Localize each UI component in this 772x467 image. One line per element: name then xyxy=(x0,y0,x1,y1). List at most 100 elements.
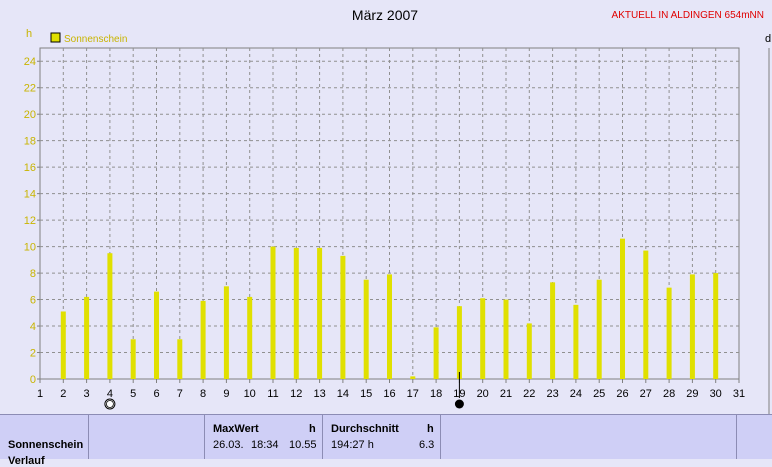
x-tick-label: 5 xyxy=(130,388,136,400)
bar xyxy=(689,274,695,379)
bar xyxy=(363,279,369,379)
bar xyxy=(60,311,66,379)
bar xyxy=(573,304,579,379)
bar xyxy=(550,282,556,379)
x-tick-label: 27 xyxy=(640,388,652,400)
y-tick-label: 24 xyxy=(24,56,36,68)
x-tick-label: 12 xyxy=(290,388,302,400)
x-tick-label: 6 xyxy=(153,388,159,400)
x-tick-label: 22 xyxy=(523,388,535,400)
legend-swatch xyxy=(50,32,61,43)
avg-header: Durchschnitt xyxy=(331,423,399,435)
bar xyxy=(107,253,113,379)
bars xyxy=(60,238,719,379)
markers xyxy=(104,372,464,410)
x-tick-label: 25 xyxy=(593,388,605,400)
max-time: 18:34 xyxy=(251,439,279,451)
x-tick-label: 15 xyxy=(360,388,372,400)
bar xyxy=(456,306,462,379)
bar xyxy=(130,339,136,379)
bar xyxy=(480,298,486,379)
y-tick-label: 6 xyxy=(30,295,36,307)
bar xyxy=(200,300,206,379)
station-label: AKTUELL IN ALDINGEN 654mNN xyxy=(612,10,764,21)
x-tick-label: 24 xyxy=(570,388,582,400)
x-tick-label: 13 xyxy=(313,388,325,400)
y-unit-label: h xyxy=(26,28,32,40)
y-tick-label: 12 xyxy=(24,215,36,227)
bar xyxy=(410,376,416,379)
y-tick-label: 18 xyxy=(24,136,36,148)
avg-total: 194:27 h xyxy=(331,439,374,451)
x-tick-label: 7 xyxy=(177,388,183,400)
x-tick-label: 21 xyxy=(500,388,512,400)
bar xyxy=(503,299,509,379)
max-header: MaxWert xyxy=(213,423,259,435)
max-unit: h xyxy=(309,423,316,435)
x-tick-label: 2 xyxy=(60,388,66,400)
x-tick-label: 9 xyxy=(223,388,229,400)
bar xyxy=(247,296,253,379)
stats-table: Sonnenschein Verlauf MaxWert h 26.03. 18… xyxy=(0,414,772,467)
bar xyxy=(223,286,229,379)
stats-col-end xyxy=(736,415,772,459)
x-tick-label: 17 xyxy=(407,388,419,400)
legend-label: Sonnenschein xyxy=(64,34,127,45)
bar xyxy=(317,247,323,379)
x-tick-label: 18 xyxy=(430,388,442,400)
bar xyxy=(270,246,276,379)
y-tick-label: 0 xyxy=(30,374,36,386)
right-axis-label: d xyxy=(765,33,771,45)
x-tick-label: 4 xyxy=(107,388,113,400)
x-tick-label: 20 xyxy=(477,388,489,400)
x-tick-label: 31 xyxy=(733,388,745,400)
y-tick-label: 20 xyxy=(24,109,36,121)
bar xyxy=(620,238,625,379)
y-tick-label: 8 xyxy=(30,268,36,280)
y-tick-label: 16 xyxy=(24,162,36,174)
avg-unit: h xyxy=(427,423,434,435)
x-tick-label: 16 xyxy=(383,388,395,400)
stats-row-label: Sonnenschein xyxy=(8,439,84,451)
stats-row-label-2: Verlauf xyxy=(8,455,45,467)
x-tick-label: 1 xyxy=(37,388,43,400)
stats-col-max: MaxWert h 26.03. 18:34 10.55 xyxy=(204,415,323,459)
full-moon-marker-inner xyxy=(106,400,114,408)
bar xyxy=(387,274,392,379)
y-tick-label: 14 xyxy=(24,189,36,201)
x-tick-label: 8 xyxy=(200,388,206,400)
bar xyxy=(293,247,299,379)
stats-col-empty xyxy=(440,415,737,459)
y-tick-label: 2 xyxy=(30,348,36,360)
x-tick-label: 26 xyxy=(616,388,628,400)
y-tick-label: 10 xyxy=(24,242,36,254)
stats-col-avg: Durchschnitt h 194:27 h 6.3 xyxy=(322,415,441,459)
y-tick-label: 22 xyxy=(24,83,36,95)
x-tick-label: 29 xyxy=(686,388,698,400)
bar xyxy=(666,287,672,379)
x-tick-label: 11 xyxy=(267,388,278,400)
max-value: 10.55 xyxy=(289,439,317,451)
chart-title: März 2007 xyxy=(352,7,418,23)
max-date: 26.03. xyxy=(213,439,244,451)
bar xyxy=(433,327,439,379)
bar xyxy=(84,296,90,379)
bar xyxy=(177,339,183,379)
x-tick-label: 30 xyxy=(710,388,722,400)
x-tick-label: 28 xyxy=(663,388,675,400)
x-tick-label: 3 xyxy=(84,388,90,400)
stats-col-blank xyxy=(88,415,205,459)
chart: März 2007 AKTUELL IN ALDINGEN 654mNN h d… xyxy=(24,7,771,414)
avg-value: 6.3 xyxy=(419,439,435,451)
new-moon-marker xyxy=(454,399,464,409)
bar xyxy=(154,291,159,379)
bar xyxy=(340,255,346,379)
x-tick-label: 23 xyxy=(546,388,558,400)
x-tick-label: 14 xyxy=(337,388,349,400)
x-tick-label: 10 xyxy=(244,388,256,400)
bar xyxy=(713,273,719,379)
bar xyxy=(596,279,602,379)
bar xyxy=(643,250,649,379)
bar xyxy=(526,323,532,379)
